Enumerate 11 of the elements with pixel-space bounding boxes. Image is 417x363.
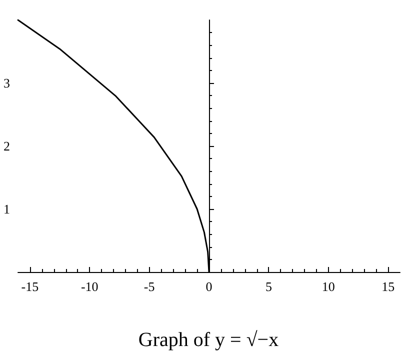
text: Graph of y = √−x (138, 329, 279, 351)
x-tick-label: 5 (265, 279, 272, 294)
y-tick-label: 3 (4, 76, 10, 90)
x-tick-label: -10 (80, 279, 98, 294)
y-tick-label: 2 (4, 138, 10, 154)
x-tick-label: -15 (21, 279, 39, 294)
y-tick-label: 1 (4, 202, 10, 216)
x-tick-label: -5 (144, 279, 155, 294)
x-tick-label: 15 (382, 279, 395, 294)
x-tick-label: 10 (322, 279, 335, 294)
x-tick-label: 0 (206, 279, 212, 294)
